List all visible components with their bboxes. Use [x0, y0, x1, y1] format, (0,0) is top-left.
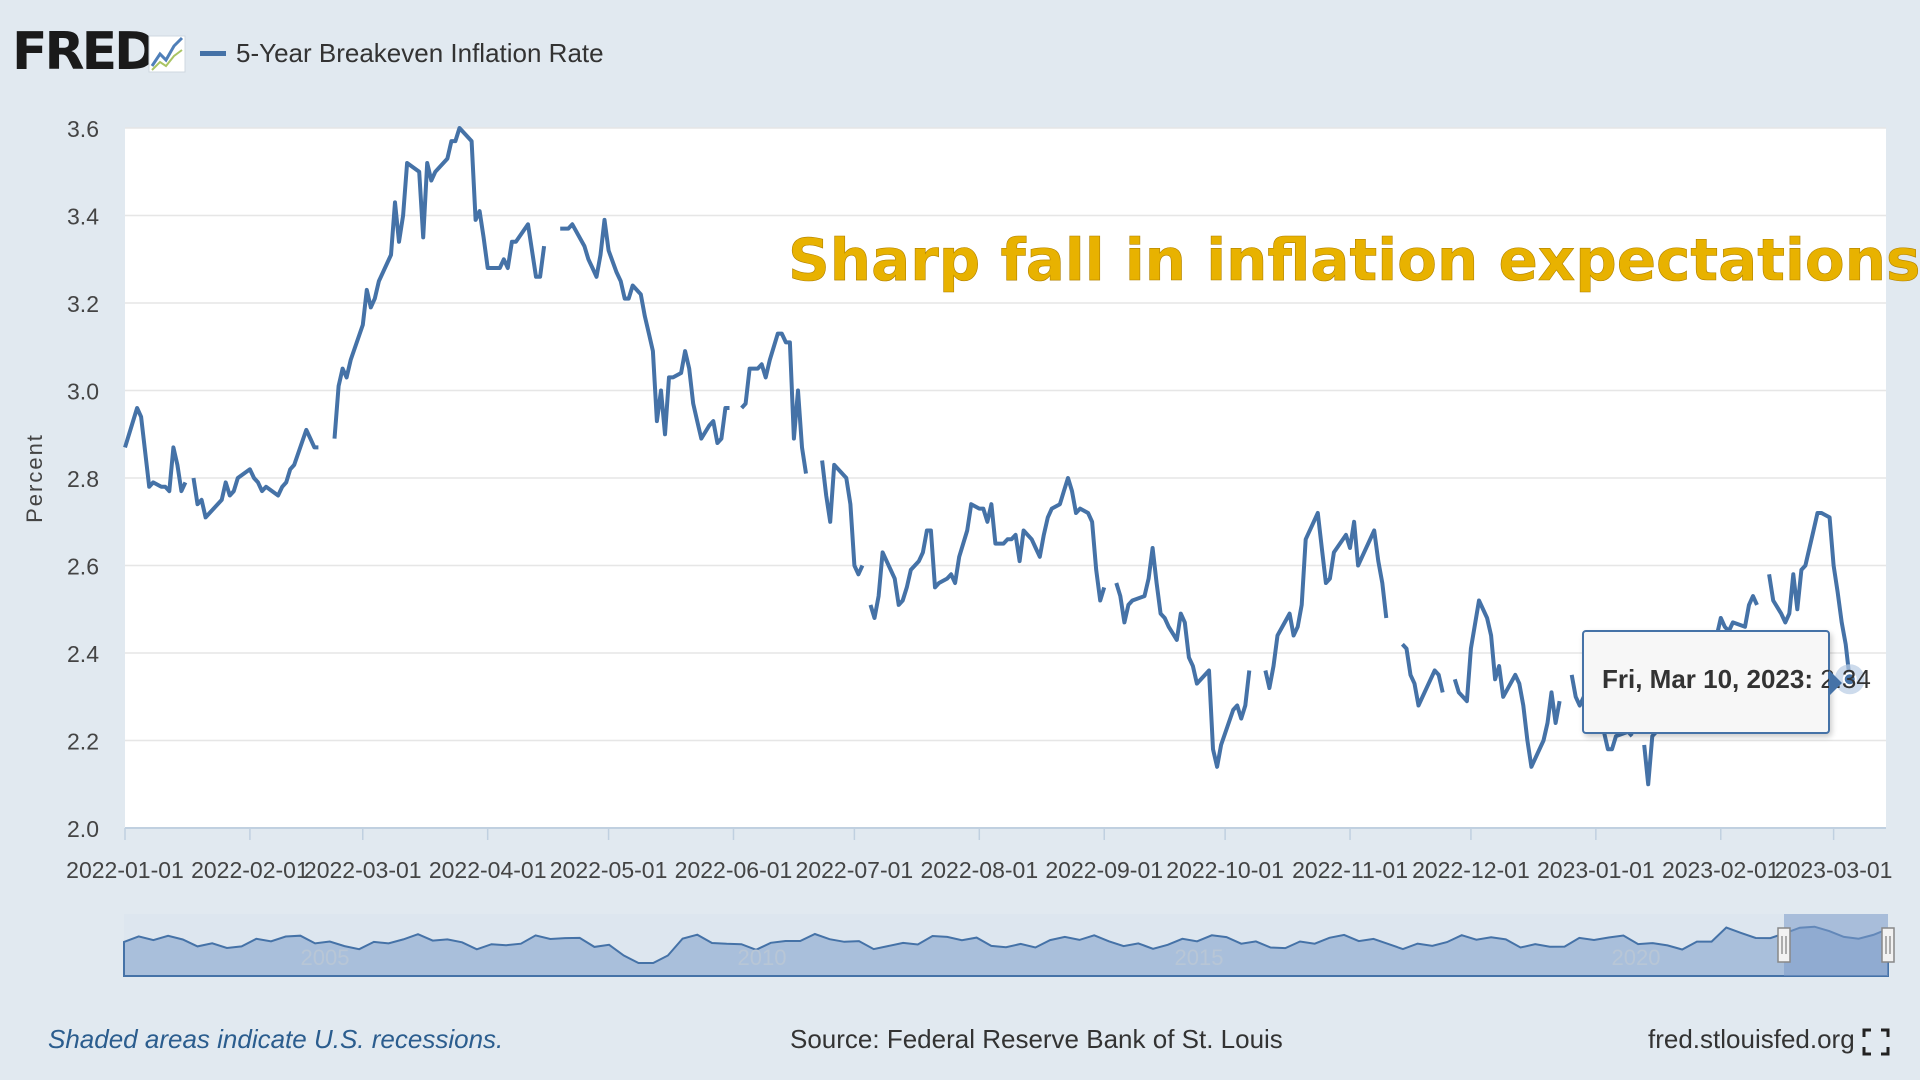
series-line-segment: [1400, 642, 1445, 708]
x-tick-label: 2022-03-01: [304, 857, 422, 883]
navigator-selection: [1784, 914, 1888, 976]
x-tick-label: 2022-01-01: [66, 857, 184, 883]
x-tick-label: 2022-02-01: [191, 857, 309, 883]
series-line-segment: [868, 476, 1107, 620]
y-tick-label: 3.0: [67, 379, 99, 405]
fred-logo-chart-icon: [148, 35, 186, 73]
navigator-year-label: 2005: [301, 945, 350, 970]
series-line-segment: [332, 126, 547, 439]
y-tick-label: 3.2: [67, 291, 99, 317]
x-tick-label: 2022-06-01: [675, 857, 793, 883]
annotation-text: Sharp fall in inflation expectations: [788, 226, 1920, 294]
x-tick-label: 2022-09-01: [1045, 857, 1163, 883]
site-link[interactable]: fred.stlouisfed.org: [1648, 1024, 1855, 1054]
series-line-segment: [820, 460, 865, 577]
fred-logo[interactable]: FRED: [12, 22, 157, 82]
y-tick-label: 3.4: [67, 204, 99, 230]
y-tick-label: 2.6: [67, 554, 99, 580]
series-line-segment: [1767, 511, 1852, 680]
x-tick-label: 2022-04-01: [429, 857, 547, 883]
series-line-segment: [1569, 674, 1586, 708]
x-tick-label: 2023-01-01: [1537, 857, 1655, 883]
series-line-segment: [1263, 511, 1389, 690]
data-tooltip: Fri, Mar 10, 2023: 2.34: [1582, 630, 1871, 734]
navigator-handle[interactable]: [1777, 927, 1791, 963]
y-tick-label: 2.2: [67, 729, 99, 755]
legend-swatch: [200, 51, 226, 56]
hover-point: [1842, 672, 1857, 687]
series-legend[interactable]: 5-Year Breakeven Inflation Rate: [200, 38, 604, 69]
y-tick-label: 2.8: [67, 466, 99, 492]
x-tick-label: 2023-02-01: [1662, 857, 1780, 883]
tooltip-date: Fri, Mar 10, 2023:: [1602, 664, 1813, 694]
fullscreen-icon[interactable]: [1862, 1028, 1890, 1056]
x-tick-label: 2022-08-01: [920, 857, 1038, 883]
tooltip-arrow: [1829, 670, 1842, 696]
y-axis-label: Percent: [22, 433, 47, 523]
y-tick-label: 3.6: [67, 116, 99, 142]
navigator-series: [123, 925, 1889, 977]
recession-note: Shaded areas indicate U.S. recessions.: [48, 1024, 504, 1054]
x-tick-label: 2022-07-01: [796, 857, 914, 883]
x-tick-label: 2022-12-01: [1412, 857, 1530, 883]
navigator-year-label: 2020: [1612, 945, 1661, 970]
source-label: Source: Federal Reserve Bank of St. Loui…: [790, 1024, 1283, 1054]
x-tick-label: 2022-05-01: [550, 857, 668, 883]
series-line-segment: [123, 406, 188, 494]
navigator-year-label: 2010: [738, 945, 787, 970]
series-line-segment: [1114, 546, 1252, 769]
legend-series-name: 5-Year Breakeven Inflation Rate: [236, 38, 604, 68]
series-line-segment: [740, 331, 808, 474]
series-line-segment: [1452, 598, 1562, 769]
series-line-segment: [191, 427, 319, 520]
y-tick-label: 2.0: [67, 816, 99, 842]
x-tick-label: 2022-11-01: [1292, 857, 1408, 883]
navigator-year-label: 2015: [1175, 945, 1224, 970]
tooltip-value: 2.34: [1820, 664, 1871, 694]
series-line-segment: [560, 217, 730, 445]
y-tick-label: 2.4: [67, 641, 99, 667]
x-tick-label: 2022-10-01: [1166, 857, 1284, 883]
x-tick-label: 2023-03-01: [1775, 857, 1893, 883]
navigator-handle[interactable]: [1881, 927, 1895, 963]
